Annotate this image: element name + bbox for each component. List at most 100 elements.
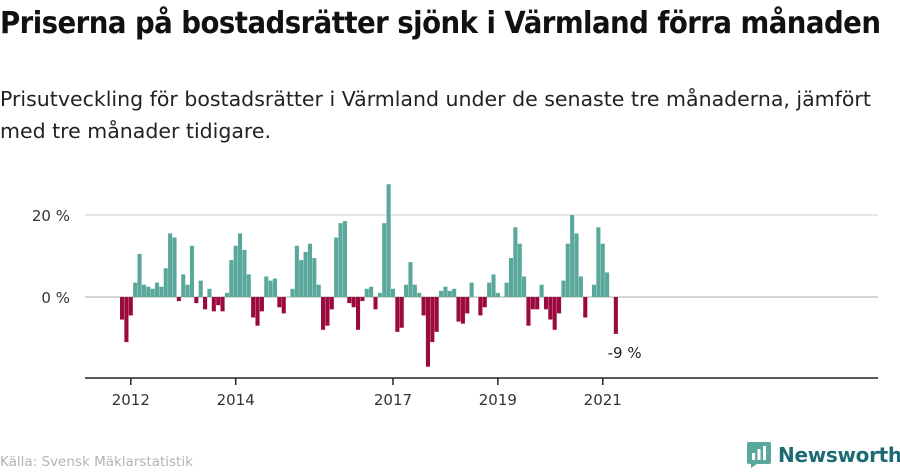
bar [272,278,278,297]
bar [417,292,422,297]
bar [513,227,518,297]
bar [342,221,347,297]
tick-labels: 0 % 20 % 2012 2014 2017 2019 2021 -9 % [32,207,642,409]
bar [321,297,326,330]
bar [561,280,566,297]
bar [377,292,382,297]
bar [412,284,417,297]
bar [591,284,597,297]
bars [120,184,618,367]
bar [530,297,535,310]
bar [517,243,522,297]
x-tick-label: 2019 [479,391,517,409]
bar [548,297,553,320]
bar [596,227,601,297]
bar [141,284,146,297]
bar [526,297,531,326]
bar [583,297,588,318]
bar [290,288,295,297]
bar [408,262,413,297]
bar [216,297,221,306]
bar [443,286,448,297]
bar [522,276,527,297]
bar [224,292,229,297]
bar [124,297,129,343]
bar [578,276,583,297]
bar [543,297,548,310]
bar [447,290,452,297]
bar [360,297,365,302]
bar [268,280,273,297]
bar [355,297,361,330]
bar [146,286,151,297]
bar [246,274,251,297]
bar [277,297,282,308]
bar [316,284,321,297]
gridlines [85,214,878,298]
bar [329,297,334,310]
bar [478,297,483,316]
bar [491,274,496,297]
bar [338,223,343,297]
annotation-label: -9 % [608,344,642,362]
bar [570,215,575,297]
bar [421,297,426,316]
bar [456,297,461,322]
bar [613,297,618,334]
x-tick-label: 2017 [374,391,412,409]
bar [220,297,225,312]
bar [535,297,540,310]
bar [176,297,181,302]
bar [495,292,500,297]
chart-subtitle: Prisutveckling för bostadsrätter i Värml… [0,87,871,143]
source-note: Källa: Svensk Mäklarstatistik [0,454,193,470]
bar [128,297,133,316]
bar [251,297,256,318]
bar [373,297,378,310]
x-tick-label: 2014 [217,391,255,409]
bar [185,284,190,297]
bar [452,288,457,297]
bar [211,297,216,312]
bar [460,297,465,324]
bar [207,288,212,297]
bar [307,243,313,297]
bar [386,184,391,297]
bar [264,276,269,297]
bar [203,297,208,310]
bar [430,297,435,343]
brand-name: Newsworthy [778,443,900,467]
bar [557,297,562,314]
bar [137,253,142,297]
newsworthy-logo-icon [747,442,771,468]
bar [347,297,352,304]
bar [482,297,487,308]
bar [325,297,330,326]
bar [539,284,544,297]
bar [181,274,186,297]
bar [404,284,409,297]
bar [439,290,444,297]
x-tick-label: 2012 [112,391,150,409]
bar [198,280,203,297]
bar [303,251,308,297]
bar [508,258,514,297]
bar [434,297,439,332]
bar [390,288,396,297]
bar [168,233,173,297]
bar [425,297,430,367]
bar [565,243,570,297]
bar [487,282,492,297]
bar [163,268,168,297]
bar [334,237,339,297]
x-axis [85,377,878,385]
bar [255,297,260,326]
bar [120,297,125,320]
bar [600,243,605,297]
bar [399,297,404,328]
brand-logo[interactable]: Newsworthy [746,441,900,469]
bar [150,288,155,297]
bar [281,297,286,314]
bar [364,288,369,297]
